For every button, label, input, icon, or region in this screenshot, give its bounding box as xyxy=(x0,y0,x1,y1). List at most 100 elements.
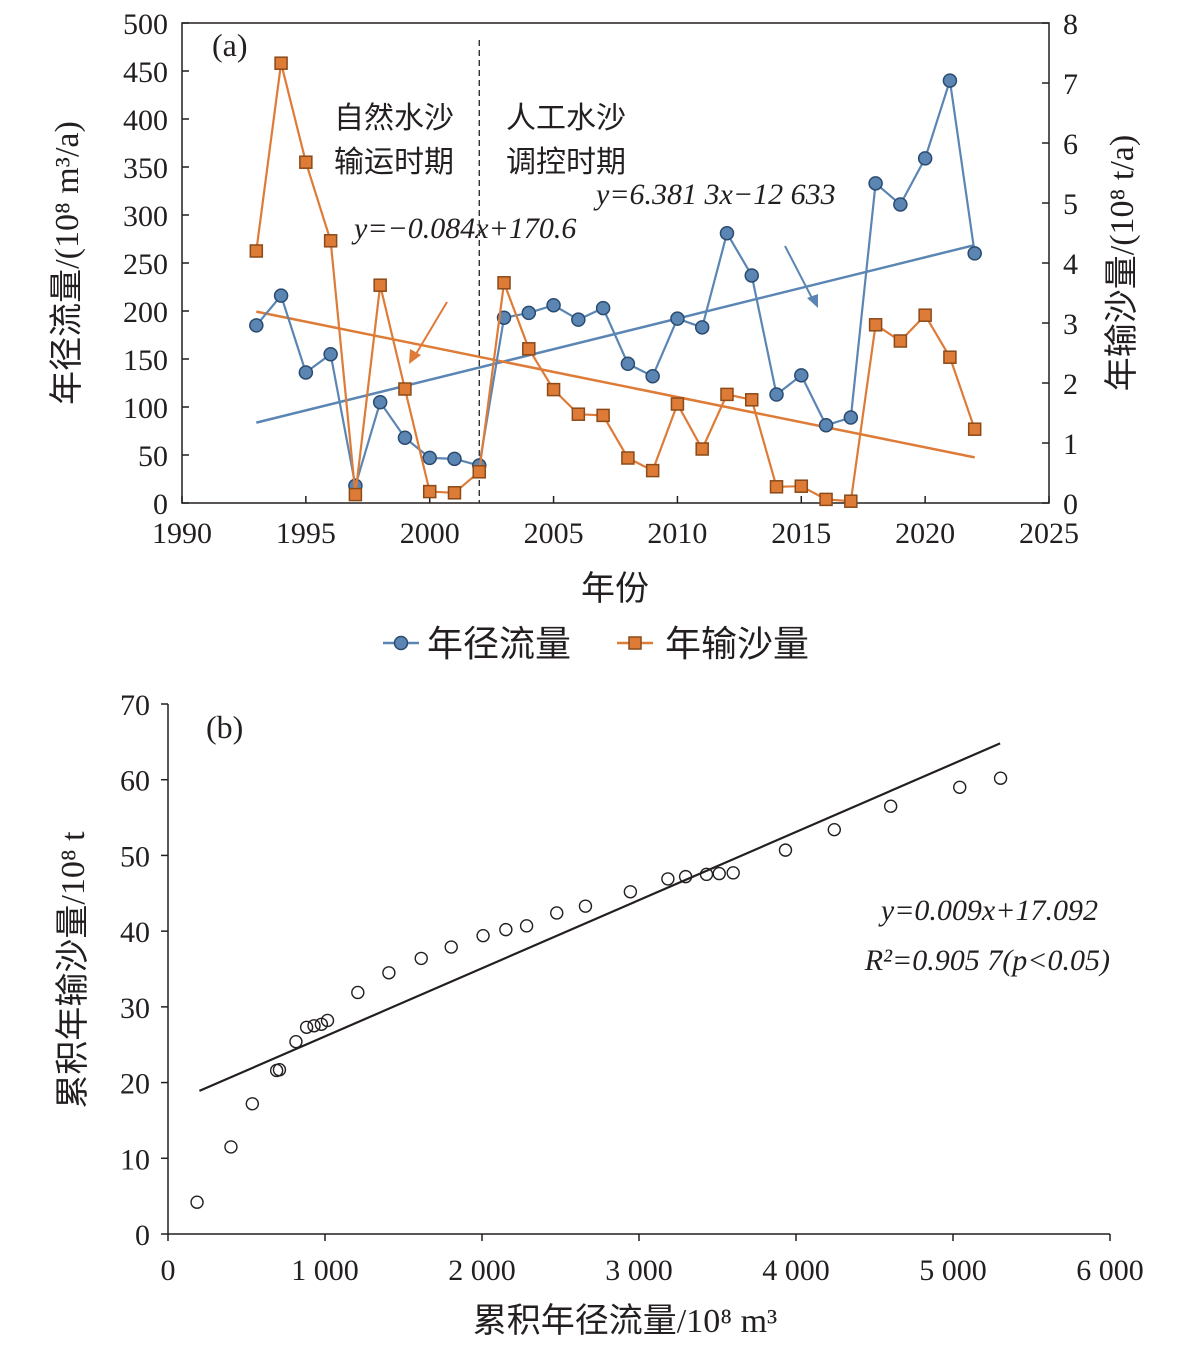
panel-b-fit-line xyxy=(198,742,1001,1092)
scatter-point-21 xyxy=(661,872,675,886)
point-sediment-1999 xyxy=(398,382,412,396)
b-y-tick-label-50: 50 xyxy=(120,840,150,873)
scatter-point-10 xyxy=(320,1013,335,1028)
point-sediment-2012 xyxy=(720,387,734,402)
point-sediment-2009 xyxy=(645,463,660,478)
legend-runoff-label: 年径流量 xyxy=(427,624,571,664)
point-runoff-2014 xyxy=(769,387,784,402)
point-sediment-2017 xyxy=(844,494,858,508)
y-right-tick-label-4: 4 xyxy=(1063,248,1078,281)
point-runoff-2017 xyxy=(843,410,859,425)
point-runoff-2016 xyxy=(818,417,834,433)
point-sediment-1993 xyxy=(249,244,264,258)
point-sediment-1994 xyxy=(274,56,288,70)
point-sediment-2010 xyxy=(670,397,685,411)
point-runoff-2012 xyxy=(719,225,735,241)
y-right-tick-label-7: 7 xyxy=(1063,68,1078,101)
point-runoff-2022 xyxy=(967,246,982,261)
panel-b-y-ticks: 0 10 20 30 40 50 60 70 xyxy=(120,689,168,1252)
y-right-tick-label-0: 0 xyxy=(1063,488,1078,521)
scatter-point-14 xyxy=(444,940,458,954)
legend: 年径流量 年输沙量 xyxy=(383,624,809,664)
point-sediment-2006 xyxy=(571,407,586,421)
point-sediment-2018 xyxy=(868,318,883,332)
point-runoff-1995 xyxy=(298,365,314,380)
point-sediment-2020 xyxy=(918,308,932,322)
scatter-point-26 xyxy=(778,843,793,857)
b-y-tick-label-10: 10 xyxy=(120,1143,150,1176)
scatter-point-5 xyxy=(272,1062,287,1077)
y-right-tick-label-3: 3 xyxy=(1063,308,1078,341)
point-runoff-2019 xyxy=(893,197,908,212)
point-sediment-2001 xyxy=(447,486,462,500)
point-runoff-1998 xyxy=(372,394,388,410)
scatter-point-15 xyxy=(476,928,490,943)
scatter-point-20 xyxy=(623,885,638,899)
scatter-point-17 xyxy=(519,919,534,933)
point-sediment-2007 xyxy=(596,408,610,423)
scatter-point-6 xyxy=(289,1034,303,1049)
panel-a-y-ticks-left: 0 50 100 150 200 250 300 350 400 450 500 xyxy=(123,8,189,521)
point-sediment-2022 xyxy=(967,422,982,436)
period1-label-line1: 自然水沙 xyxy=(334,102,454,135)
series-line-runoff xyxy=(255,80,976,487)
y-right-tick-label-1: 1 xyxy=(1063,428,1078,461)
b-x-tick-label-6000: 6 000 xyxy=(1076,1254,1144,1287)
panel-a-y-axis-title-left: 年径流量/(10⁸ m³/a) xyxy=(48,121,86,405)
scatter-point-7 xyxy=(299,1020,314,1035)
x-tick-label-2000: 2000 xyxy=(400,517,460,550)
point-runoff-2011 xyxy=(694,320,710,335)
y-left-tick-label-350: 350 xyxy=(123,152,168,185)
point-runoff-1996 xyxy=(323,346,338,362)
scatter-point-25 xyxy=(726,866,740,880)
point-sediment-1998 xyxy=(373,278,387,292)
point-sediment-2019 xyxy=(893,334,908,348)
point-sediment-2015 xyxy=(794,479,809,493)
y-right-tick-label-2: 2 xyxy=(1063,368,1078,401)
b-y-tick-label-70: 70 xyxy=(120,689,150,722)
x-tick-label-2020: 2020 xyxy=(895,517,955,550)
point-sediment-1996 xyxy=(323,234,338,248)
scatter-point-29 xyxy=(953,780,967,794)
period1-label-line2: 输运时期 xyxy=(334,146,454,179)
period2-label-line2: 调控时期 xyxy=(506,146,626,179)
x-tick-label-2015: 2015 xyxy=(771,517,831,550)
point-sediment-2002 xyxy=(472,465,487,479)
point-sediment-2000 xyxy=(422,484,437,499)
point-runoff-2015 xyxy=(794,368,809,383)
sediment-trend-arrowhead xyxy=(409,349,421,364)
panel-b: 0 1 000 2 000 3 000 4 000 5 000 6 000 0 10 20 30 4… xyxy=(54,689,1144,1340)
point-runoff-2013 xyxy=(744,268,759,283)
scatter-point-16 xyxy=(499,922,513,937)
panel-b-y-axis-title: 累积年输沙量/10⁸ t xyxy=(54,831,92,1109)
scatter-point-24 xyxy=(712,866,726,881)
panel-a: 1990 1995 2000 2005 2010 2015 2020 2025 0501001… xyxy=(48,8,1141,664)
scatter-point-3 xyxy=(245,1097,260,1111)
scatter-point-11 xyxy=(351,985,365,1000)
series-line-sediment xyxy=(255,62,976,503)
regression-r2: R²=0.905 7(p<0.05) xyxy=(864,944,1110,977)
panel-a-label: (a) xyxy=(212,27,248,63)
x-tick-label-2010: 2010 xyxy=(647,517,707,550)
y-left-tick-label-250: 250 xyxy=(123,248,168,281)
panel-b-points xyxy=(190,771,1008,1209)
b-x-tick-label-5000: 5 000 xyxy=(919,1254,987,1287)
x-tick-label-1995: 1995 xyxy=(276,517,336,550)
point-runoff-2009 xyxy=(645,369,660,384)
y-right-tick-label-8: 8 xyxy=(1063,8,1078,41)
y-right-tick-label-5: 5 xyxy=(1063,188,1078,221)
y-left-tick-label-50: 50 xyxy=(138,440,168,473)
point-runoff-2004 xyxy=(521,305,537,321)
scatter-point-2 xyxy=(224,1140,238,1154)
legend-sediment-label: 年输沙量 xyxy=(665,624,809,664)
regression-line xyxy=(198,742,1001,1092)
point-sediment-1997 xyxy=(348,487,363,502)
b-y-tick-label-20: 20 xyxy=(120,1068,150,1101)
point-runoff-2020 xyxy=(917,151,933,166)
runoff-trend-arrow xyxy=(784,245,815,303)
panel-b-x-ticks: 0 1 000 2 000 3 000 4 000 5 000 6 000 xyxy=(161,1234,1144,1287)
sediment-trend-arrow xyxy=(412,301,448,360)
b-x-tick-label-4000: 4 000 xyxy=(762,1254,830,1287)
scatter-point-28 xyxy=(883,799,898,813)
